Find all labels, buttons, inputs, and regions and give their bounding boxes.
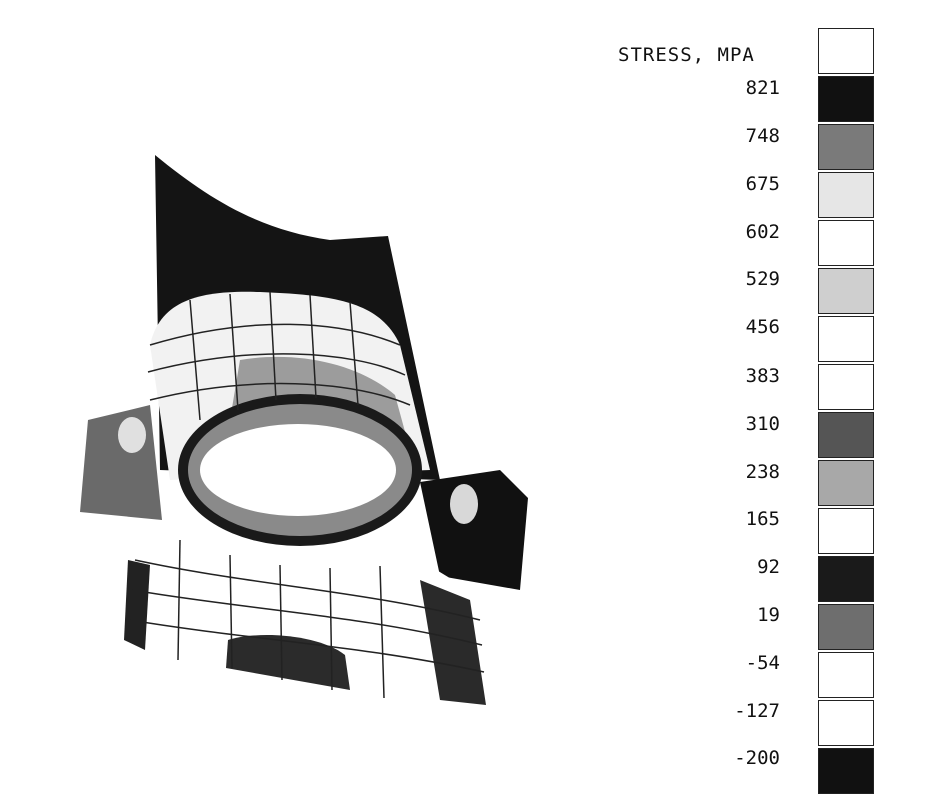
legend-level: 456: [745, 316, 780, 338]
legend-level: -127: [734, 700, 780, 722]
legend-swatch: [818, 316, 874, 362]
lower-region: [128, 520, 486, 710]
legend-swatch: [818, 220, 874, 266]
legend-level: 821: [745, 77, 780, 99]
legend-level: 529: [745, 268, 780, 290]
legend-swatch: [818, 124, 874, 170]
lower-right-dark-strip: [420, 580, 486, 705]
legend-level: 310: [745, 413, 780, 435]
legend-level: 165: [745, 508, 780, 530]
legend-swatch: [818, 172, 874, 218]
legend-level: 675: [745, 173, 780, 195]
left-flange-hole: [118, 417, 146, 453]
right-flange: [420, 470, 528, 590]
legend-level: 19: [757, 604, 780, 626]
legend-swatch: [818, 556, 874, 602]
legend-swatch: [818, 76, 874, 122]
mesh-grid: [129, 291, 485, 699]
legend-swatch: [818, 460, 874, 506]
right-flange-hole: [450, 484, 478, 524]
legend-swatch: [818, 268, 874, 314]
hole-inner: [200, 424, 396, 516]
lower-dark-patch: [226, 635, 350, 690]
legend-swatch: [818, 412, 874, 458]
left-flange: [80, 405, 162, 520]
legend-level: -200: [734, 747, 780, 769]
legend-swatch: [818, 604, 874, 650]
legend-swatch: [818, 652, 874, 698]
legend-swatch: [818, 364, 874, 410]
legend-swatch: [818, 28, 874, 74]
legend-level: 748: [745, 125, 780, 147]
legend-level: 602: [745, 221, 780, 243]
legend-title: STRESS, MPA: [618, 44, 755, 66]
legend-level: 383: [745, 365, 780, 387]
legend-swatch: [818, 508, 874, 554]
legend-level: 92: [757, 556, 780, 578]
legend-level: -54: [745, 652, 780, 674]
lower-left-dark-strip: [124, 560, 150, 650]
legend-swatch: [818, 748, 874, 794]
legend-level: 238: [745, 461, 780, 483]
legend-swatch: [818, 700, 874, 746]
